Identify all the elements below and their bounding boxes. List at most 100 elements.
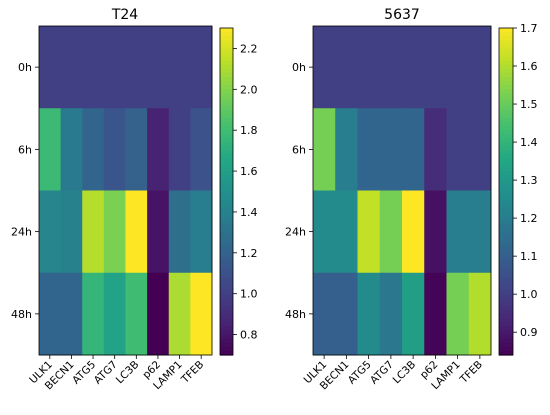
colorbar-segment	[499, 195, 513, 201]
colorbar-segment	[499, 179, 513, 184]
colorbar-segment	[220, 305, 233, 311]
colorbar-segment	[220, 334, 233, 340]
colorbar-segment	[499, 48, 513, 54]
colorbar-segment	[499, 220, 513, 225]
colorbar-segment	[499, 297, 513, 303]
colorbar-segment	[220, 224, 233, 229]
colorbar-segment	[220, 342, 233, 348]
heatmap-cell-24h-ATG5	[82, 190, 105, 274]
heatmap-cell-48h-ATG7	[103, 272, 126, 356]
colorbar-segment	[499, 105, 513, 111]
colorbar-segment	[499, 89, 513, 94]
heatmap-cell-24h-TFEB	[468, 190, 492, 274]
colorbar-frame	[219, 27, 234, 356]
colorbar-segment	[499, 85, 513, 90]
colorbar-segment	[220, 48, 233, 54]
colorbar-segment	[499, 162, 513, 168]
colorbar-segment	[220, 285, 233, 291]
colorbar-segment	[499, 277, 513, 283]
y-tick-label: 24h	[285, 226, 306, 239]
colorbar-segment	[220, 142, 233, 148]
colorbar-segment	[499, 183, 513, 189]
heatmap-cell-6h-TFEB	[468, 108, 492, 191]
colorbar-segment	[220, 195, 233, 201]
y-tick-label: 48h	[11, 308, 32, 321]
heatmap-cell-6h-ULK1	[39, 108, 62, 191]
heatmap-cell-48h-TFEB	[190, 272, 213, 356]
colorbar-segment	[499, 326, 513, 332]
heatmap-cell-6h-LC3B	[125, 108, 148, 191]
colorbar-segment	[499, 60, 513, 66]
heatmap-cell-0h-ATG7	[379, 26, 403, 109]
colorbar-segment	[220, 297, 233, 303]
colorbar-segment	[220, 105, 233, 111]
colorbar-segment	[499, 93, 513, 99]
heatmap-cell-48h-LAMP1	[168, 272, 191, 356]
colorbar-segment	[220, 248, 233, 254]
colorbar-segment	[220, 28, 233, 33]
heatmap-cell-6h-LC3B	[402, 108, 425, 191]
colorbar-segment	[499, 77, 513, 82]
colorbar-segment	[499, 305, 513, 311]
colorbar-segment	[499, 138, 513, 144]
colorbar-segment	[220, 265, 233, 270]
heatmap-cell-48h-BECN1	[60, 272, 83, 356]
colorbar-segment	[499, 260, 513, 266]
colorbar-tick-label: 2.2	[240, 42, 258, 55]
colorbar-segment	[220, 310, 233, 315]
colorbar-segment	[499, 101, 513, 107]
x-tick-label: TFEB	[457, 359, 485, 387]
colorbar-segment	[499, 350, 513, 356]
heatmap-cell-0h-LAMP1	[168, 26, 191, 109]
colorbar-segment	[220, 154, 233, 160]
colorbar-segment	[220, 228, 233, 233]
heatmap-cell-48h-ULK1	[313, 272, 336, 356]
colorbar-segment	[220, 72, 233, 78]
colorbar-segment	[220, 203, 233, 209]
colorbar-segment	[499, 252, 513, 258]
colorbar-segment	[499, 269, 513, 274]
colorbar-segment	[499, 224, 513, 229]
y-tick-label: 6h	[18, 143, 32, 156]
colorbar-segment	[499, 310, 513, 315]
colorbar-tick-label: 1.5	[520, 98, 538, 111]
heatmap-cell-48h-LC3B	[125, 272, 148, 356]
colorbar-segment	[499, 265, 513, 270]
colorbar-segment	[499, 256, 513, 262]
colorbar-segment	[499, 64, 513, 70]
colorbar-segment	[499, 126, 513, 131]
colorbar-segment	[220, 207, 233, 213]
colorbar-segment	[220, 150, 233, 156]
colorbar-segment	[499, 293, 513, 299]
colorbar-segment	[499, 113, 513, 119]
colorbar-segment	[499, 28, 513, 33]
colorbar-segment	[220, 179, 233, 184]
colorbar-segment	[499, 228, 513, 233]
x-tick-label: ATG7	[368, 359, 396, 387]
colorbar-tick-label: 0.8	[240, 329, 258, 342]
colorbar-segment	[499, 154, 513, 160]
x-tick-label: ATG7	[92, 359, 120, 387]
heatmap-cell-0h-ULK1	[39, 26, 62, 109]
colorbar-segment	[220, 77, 233, 82]
colorbar-segment	[499, 199, 513, 205]
colorbar-segment	[499, 330, 513, 336]
colorbar-segment	[499, 97, 513, 103]
colorbar-segment	[499, 334, 513, 340]
colorbar-segment	[499, 146, 513, 152]
colorbar-segment	[220, 101, 233, 107]
colorbar-segment	[220, 211, 233, 217]
colorbar-segment	[499, 81, 513, 86]
heatmap-cell-24h-LAMP1	[446, 190, 470, 274]
heatmap-cell-6h-BECN1	[60, 108, 83, 191]
colorbar-segment	[499, 248, 513, 254]
colorbar-segment	[220, 244, 233, 250]
colorbar-segment	[499, 122, 513, 127]
heatmap-cell-48h-ATG7	[379, 272, 403, 356]
colorbar-tick-label: 2.0	[240, 83, 258, 96]
colorbar-segment	[499, 216, 513, 221]
colorbar-segment	[220, 216, 233, 221]
colorbar-tick-label: 1.3	[520, 174, 538, 187]
colorbar-segment	[499, 166, 513, 172]
